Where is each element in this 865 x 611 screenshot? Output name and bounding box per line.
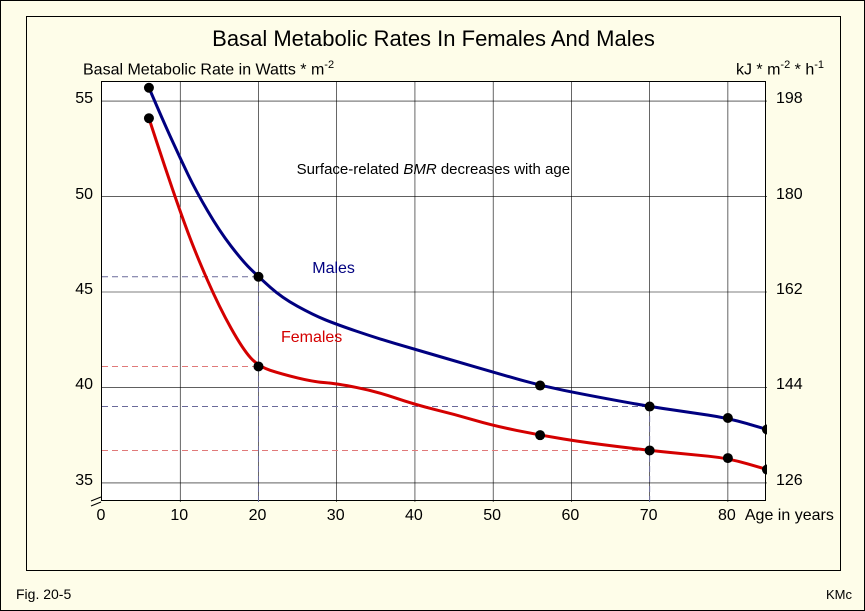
series-label-females: Females: [281, 329, 342, 347]
x-tick-label: 20: [242, 507, 272, 525]
x-tick-label: 70: [634, 507, 664, 525]
females-marker: [144, 113, 154, 123]
attribution-label: KMc: [826, 587, 852, 602]
males-marker: [723, 413, 733, 423]
y-left-tick-label: 45: [53, 281, 93, 299]
y-left-tick-label: 55: [53, 90, 93, 108]
series-label-males: Males: [312, 260, 355, 278]
y-left-tick-label: 40: [53, 376, 93, 394]
chart-svg: [102, 82, 767, 502]
chart-title: Basal Metabolic Rates In Females And Mal…: [1, 26, 865, 52]
y-right-tick-label: 126: [776, 472, 826, 490]
y-right-tick-label: 144: [776, 376, 826, 394]
chart-annotation: Surface-related BMR decreases with age: [297, 161, 571, 178]
x-tick-label: 60: [555, 507, 585, 525]
females-marker: [253, 361, 263, 371]
plot-area: [101, 81, 766, 501]
y-right-tick-label: 180: [776, 186, 826, 204]
y-axis-right-label: kJ * m-2 * h-1: [736, 59, 824, 79]
y-right-tick-label: 162: [776, 281, 826, 299]
x-tick-label: 80: [712, 507, 742, 525]
females-marker: [645, 445, 655, 455]
x-tick-label: 40: [399, 507, 429, 525]
males-marker: [253, 272, 263, 282]
males-line: [149, 88, 767, 430]
females-marker: [535, 430, 545, 440]
x-tick-label: 0: [86, 507, 116, 525]
x-tick-label: 50: [477, 507, 507, 525]
males-marker: [535, 381, 545, 391]
females-marker: [723, 453, 733, 463]
y-axis-left-label: Basal Metabolic Rate in Watts * m-2: [83, 59, 334, 79]
males-marker: [645, 402, 655, 412]
x-tick-label: 30: [321, 507, 351, 525]
y-left-tick-label: 50: [53, 186, 93, 204]
figure-label: Fig. 20-5: [16, 586, 71, 602]
males-marker: [144, 83, 154, 93]
x-tick-label: 10: [164, 507, 194, 525]
y-left-tick-label: 35: [53, 472, 93, 490]
x-axis-label: Age in years: [745, 507, 834, 525]
y-right-tick-label: 198: [776, 90, 826, 108]
